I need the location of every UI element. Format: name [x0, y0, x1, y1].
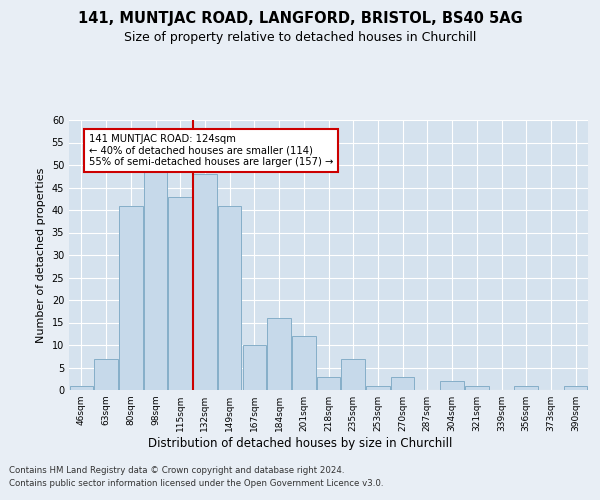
Bar: [391, 376, 415, 390]
Bar: [119, 206, 143, 390]
Text: Distribution of detached houses by size in Churchill: Distribution of detached houses by size …: [148, 438, 452, 450]
Text: Size of property relative to detached houses in Churchill: Size of property relative to detached ho…: [124, 31, 476, 44]
Bar: [169, 196, 192, 390]
Bar: [268, 318, 291, 390]
Bar: [317, 376, 340, 390]
Bar: [218, 206, 241, 390]
Text: 141 MUNTJAC ROAD: 124sqm
← 40% of detached houses are smaller (114)
55% of semi-: 141 MUNTJAC ROAD: 124sqm ← 40% of detach…: [89, 134, 333, 166]
Bar: [193, 174, 217, 390]
Text: Contains public sector information licensed under the Open Government Licence v3: Contains public sector information licen…: [9, 479, 383, 488]
Text: Contains HM Land Registry data © Crown copyright and database right 2024.: Contains HM Land Registry data © Crown c…: [9, 466, 344, 475]
Bar: [366, 386, 389, 390]
Y-axis label: Number of detached properties: Number of detached properties: [36, 168, 46, 342]
Bar: [440, 381, 464, 390]
Bar: [242, 345, 266, 390]
Bar: [144, 170, 167, 390]
Bar: [292, 336, 316, 390]
Bar: [70, 386, 93, 390]
Bar: [94, 358, 118, 390]
Text: 141, MUNTJAC ROAD, LANGFORD, BRISTOL, BS40 5AG: 141, MUNTJAC ROAD, LANGFORD, BRISTOL, BS…: [77, 11, 523, 26]
Bar: [465, 386, 488, 390]
Bar: [564, 386, 587, 390]
Bar: [341, 358, 365, 390]
Bar: [514, 386, 538, 390]
